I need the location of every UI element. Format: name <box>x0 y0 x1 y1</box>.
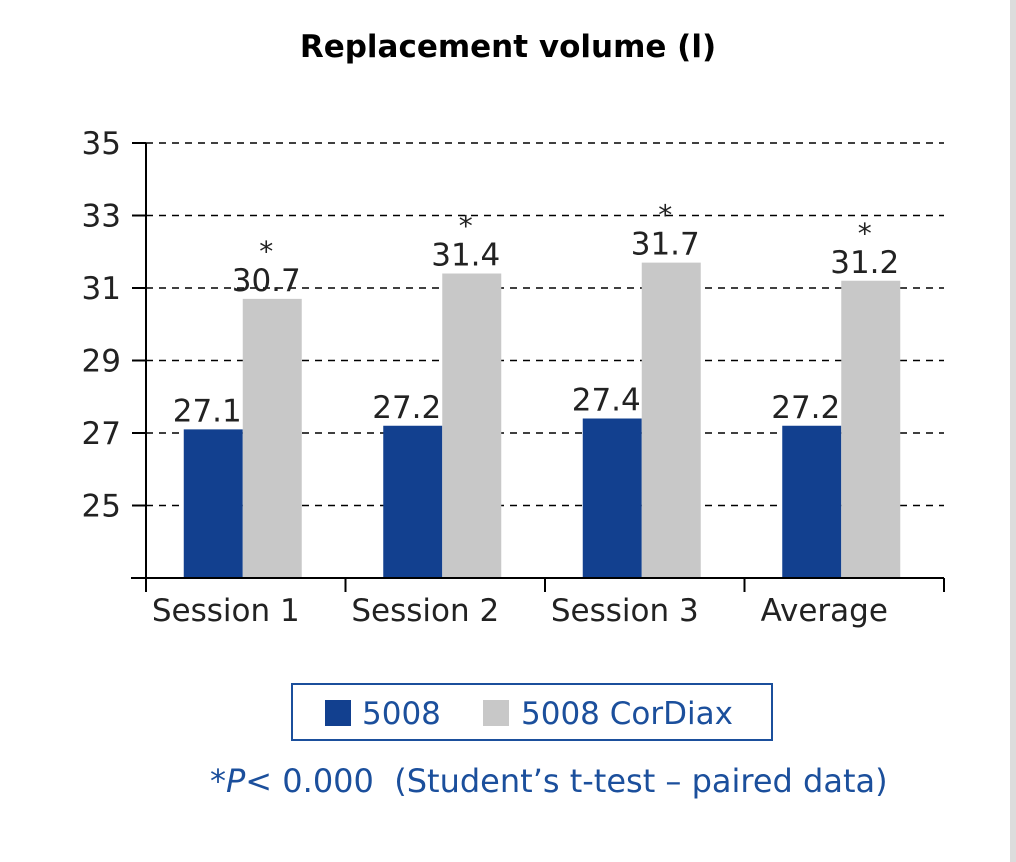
bar <box>782 425 842 578</box>
bar <box>841 280 901 578</box>
legend-swatch-5008 <box>325 700 351 726</box>
x-tick-label: Session 1 <box>152 593 300 629</box>
legend-box <box>291 683 773 741</box>
footnote: *P< 0.000 (Student’s t-test – paired dat… <box>210 762 888 800</box>
footnote-star: * <box>210 762 226 800</box>
significance-marker: * <box>259 235 273 268</box>
significance-marker: * <box>858 217 872 250</box>
y-tick-label: 33 <box>82 199 121 235</box>
x-axis-ticks: Session 1 Session 2 Session 3 Average <box>145 578 945 629</box>
legend-swatch-cordiax <box>483 700 509 726</box>
y-tick-label: 35 <box>82 126 121 162</box>
bar <box>442 273 502 578</box>
y-axis-ticks: 25 27 29 31 33 35 <box>82 126 146 525</box>
bar <box>383 425 443 578</box>
x-tick-label: Average <box>761 593 888 629</box>
bar <box>582 418 642 578</box>
significance-marker: * <box>459 210 473 243</box>
footnote-p: P <box>226 762 246 800</box>
y-tick-label: 29 <box>82 344 121 380</box>
significance-marker: * <box>658 199 672 232</box>
legend-label-5008: 5008 <box>362 696 441 732</box>
bars <box>183 262 901 578</box>
y-tick-label: 25 <box>82 489 121 525</box>
data-label: 27.4 <box>572 383 641 419</box>
y-tick-label: 31 <box>82 271 121 307</box>
data-label: 27.2 <box>771 390 840 426</box>
x-tick-label: Session 2 <box>351 593 499 629</box>
data-label: 30.7 <box>232 263 301 299</box>
bar <box>242 298 302 578</box>
bar <box>641 262 701 578</box>
y-tick-label: 27 <box>82 416 121 452</box>
data-label: 31.4 <box>431 238 500 274</box>
data-label: 27.1 <box>173 393 242 429</box>
data-label: 31.2 <box>830 245 899 281</box>
page-edge <box>1010 0 1016 862</box>
chart-title: Replacement volume (l) <box>300 29 716 65</box>
x-tick-label: Session 3 <box>551 593 699 629</box>
data-labels: 27.130.7*27.231.4*27.431.7*27.231.2* <box>173 199 900 430</box>
bar <box>183 429 243 578</box>
legend: 5008 5008 CorDiax <box>291 683 773 741</box>
bar-chart: Replacement volume (l) 27.130.7*27.231.4… <box>82 29 945 741</box>
footnote-text: < 0.000 (Student’s t-test – paired data) <box>245 762 888 800</box>
legend-label-cordiax: 5008 CorDiax <box>521 696 733 732</box>
data-label: 27.2 <box>372 390 441 426</box>
data-label: 31.7 <box>631 227 700 263</box>
